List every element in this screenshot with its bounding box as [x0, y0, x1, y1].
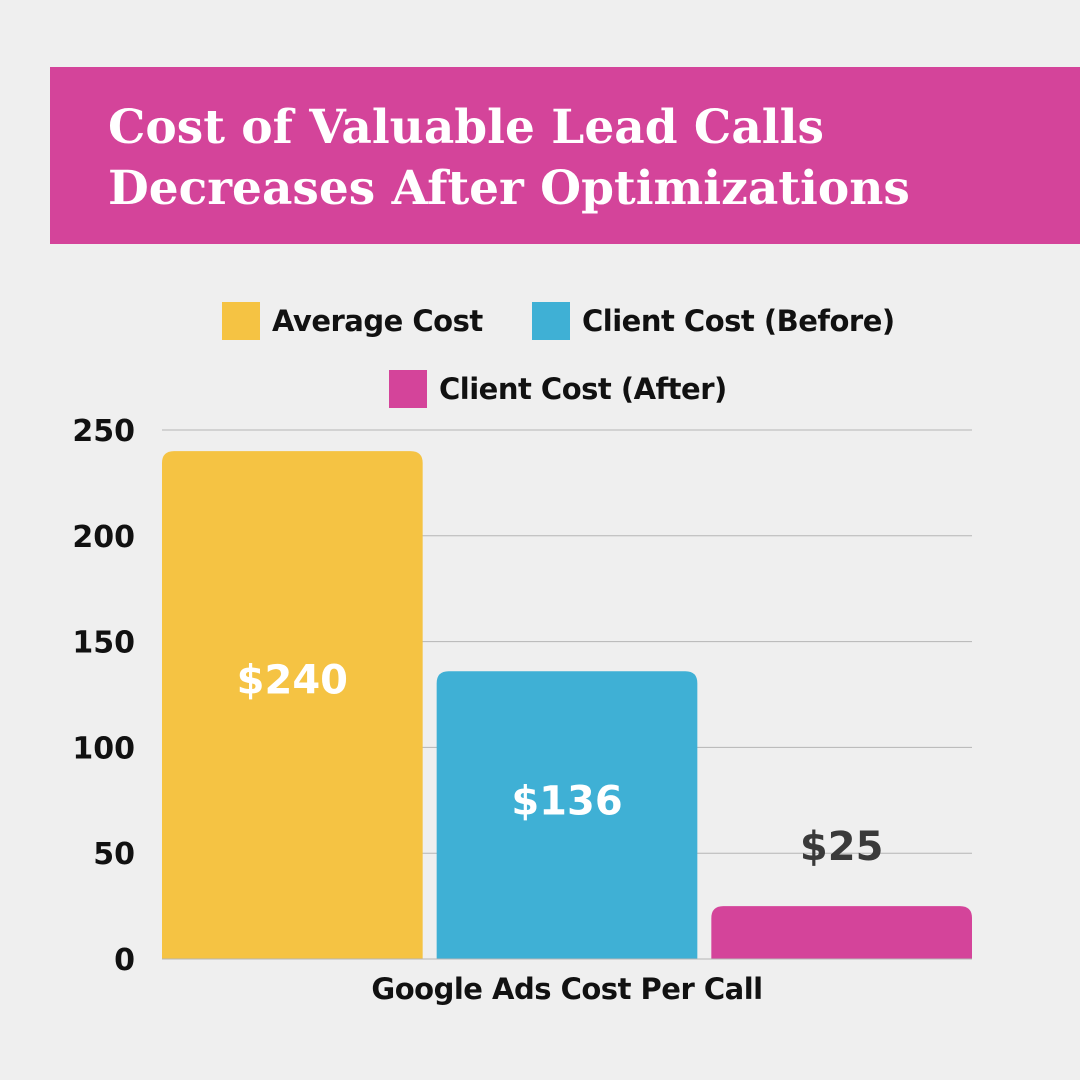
- data-label-2: $136: [511, 779, 622, 825]
- legend-label-average-cost: Average Cost: [272, 304, 483, 338]
- y-tick-label: 0: [114, 943, 135, 978]
- bar-2: [436, 671, 698, 959]
- data-label-1: $240: [237, 658, 348, 704]
- y-tick-label: 200: [72, 520, 135, 555]
- legend-item-average-cost: Average Cost: [222, 301, 483, 341]
- x-axis-label: Google Ads Cost Per Call: [371, 972, 763, 1006]
- bar-1: [162, 451, 423, 959]
- chart-title-line-1: Cost of Valuable Lead Calls: [108, 100, 824, 155]
- legend-swatch-client-cost-after: [389, 370, 427, 408]
- legend-label-client-cost-before: Client Cost (Before): [582, 304, 895, 338]
- title-banner: Cost of Valuable Lead Calls Decreases Af…: [50, 67, 1080, 244]
- y-tick-label: 250: [72, 414, 135, 449]
- y-tick-label: 150: [72, 626, 135, 661]
- y-tick-label: 50: [93, 837, 135, 872]
- legend-swatch-average-cost: [222, 302, 260, 340]
- chart-title-line-2: Decreases After Optimizations: [108, 161, 910, 216]
- data-label-3: $25: [800, 824, 884, 870]
- legend-item-client-cost-after: Client Cost (After): [389, 369, 727, 409]
- legend-item-client-cost-before: Client Cost (Before): [532, 301, 895, 341]
- bar-3: [711, 906, 972, 959]
- y-tick-label: 100: [72, 731, 135, 766]
- legend-label-client-cost-after: Client Cost (After): [439, 372, 727, 406]
- legend-swatch-client-cost-before: [532, 302, 570, 340]
